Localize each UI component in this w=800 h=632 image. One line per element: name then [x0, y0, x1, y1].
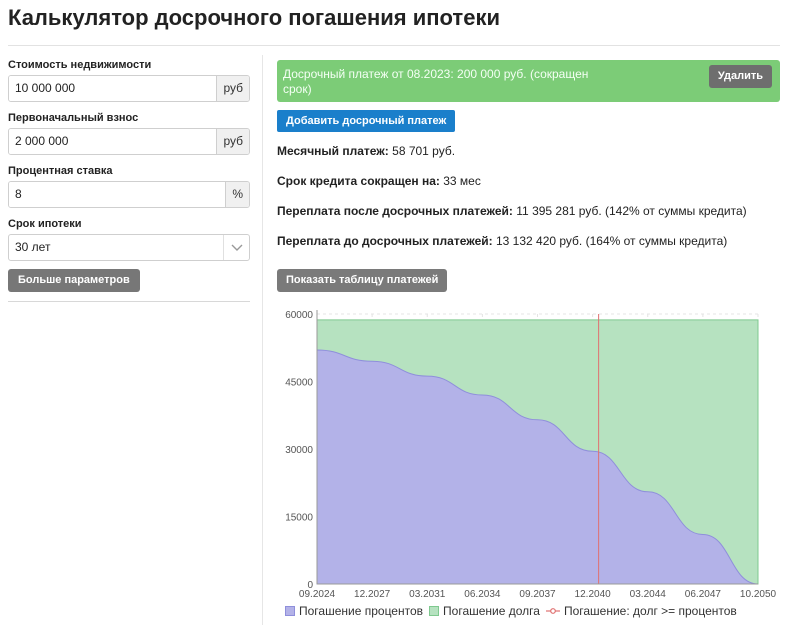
term-reduced: Срок кредита сокращен на: 33 мес: [277, 174, 481, 188]
mortgage-form: Стоимость недвижимости 10 000 000 руб Пе…: [8, 55, 250, 292]
legend-label-marker: Погашение: долг >= процентов: [563, 604, 737, 618]
series-interest-area: [316, 349, 759, 585]
monthly-payment: Месячный платеж: 58 701 руб.: [277, 144, 455, 158]
legend-item-principal[interactable]: Погашение долга: [429, 604, 540, 618]
overpay-after: Переплата после досрочных платежей: 11 3…: [277, 204, 747, 218]
term-select-value: 30 лет: [15, 240, 51, 254]
chevron-down-icon: [223, 235, 249, 260]
legend-label-interest: Погашение процентов: [299, 604, 424, 618]
legend-swatch-interest: [285, 606, 295, 616]
x-tick-label: 09.2024: [299, 589, 336, 600]
rate-input-group: 8 %: [8, 181, 250, 208]
down-payment-input-group: 2 000 000 руб: [8, 128, 250, 155]
down-payment-unit: руб: [216, 129, 249, 154]
prepayment-alert: Досрочный платеж от 08.2023: 200 000 руб…: [277, 60, 780, 102]
rate-label: Процентная ставка: [8, 165, 113, 177]
legend-item-marker[interactable]: Погашение: долг >= процентов: [545, 604, 737, 618]
more-params-button[interactable]: Больше параметров: [8, 269, 140, 292]
down-payment-input[interactable]: 2 000 000: [9, 129, 217, 154]
price-input[interactable]: 10 000 000: [9, 76, 217, 101]
y-tick-label: 60000: [285, 310, 313, 321]
monthly-payment-value: 58 701 руб.: [388, 144, 456, 158]
overpay-after-label: Переплата после досрочных платежей:: [277, 204, 513, 218]
x-tick-label: 12.2027: [354, 589, 391, 600]
x-tick-label: 03.2044: [630, 589, 667, 600]
legend-swatch-principal: [429, 606, 440, 616]
chart-legend: Погашение процентов Погашение долга Пога…: [285, 604, 737, 618]
legend-item-interest[interactable]: Погашение процентов: [285, 604, 423, 618]
x-tick-label: 03.2031: [409, 589, 446, 600]
x-tick-label: 09.2037: [519, 589, 556, 600]
show-table-button[interactable]: Показать таблицу платежей: [277, 269, 448, 292]
monthly-payment-label: Месячный платеж:: [277, 144, 389, 158]
legend-label-principal: Погашение долга: [443, 604, 540, 618]
x-tick-label: 06.2047: [685, 589, 722, 600]
rate-unit: %: [225, 182, 249, 207]
title-divider: [8, 45, 780, 46]
y-tick-label: 45000: [285, 378, 313, 389]
x-tick-label: 06.2034: [464, 589, 501, 600]
overpay-before: Переплата до досрочных платежей: 13 132 …: [277, 234, 727, 248]
page-title: Калькулятор досрочного погашения ипотеки: [8, 5, 500, 30]
x-tick-label: 12.2040: [575, 589, 612, 600]
x-tick-label: 10.2050: [740, 589, 777, 600]
price-label: Стоимость недвижимости: [8, 59, 152, 71]
price-unit: руб: [216, 76, 249, 101]
term-reduced-label: Срок кредита сокращен на:: [277, 174, 440, 188]
column-divider: [262, 55, 263, 625]
prepayment-text: Досрочный платеж от 08.2023: 200 000 руб…: [283, 67, 589, 96]
term-label: Срок ипотеки: [8, 218, 82, 230]
y-tick-label: 15000: [285, 513, 313, 524]
delete-prepayment-button[interactable]: Удалить: [708, 65, 772, 88]
term-reduced-value: 33 мес: [439, 174, 481, 188]
legend-marker-icon: [545, 608, 560, 614]
term-select[interactable]: 30 лет: [8, 234, 250, 261]
overpay-after-value: 11 395 281 руб. (142% от суммы кредита): [512, 204, 747, 218]
y-tick-label: 30000: [285, 445, 313, 456]
price-input-group: 10 000 000 руб: [8, 75, 250, 102]
rate-input[interactable]: 8: [9, 182, 226, 207]
add-prepayment-button[interactable]: Добавить досрочный платеж: [277, 110, 456, 132]
y-tick-label: 0: [307, 580, 313, 591]
payments-chart: 0 15000 30000 45000 60000 09.2024 12.2027 03.20…: [285, 310, 777, 600]
down-payment-label: Первоначальный взнос: [8, 112, 139, 124]
left-divider: [8, 301, 250, 302]
overpay-before-value: 13 132 420 руб. (164% от суммы кредита): [492, 234, 728, 248]
overpay-before-label: Переплата до досрочных платежей:: [277, 234, 493, 248]
